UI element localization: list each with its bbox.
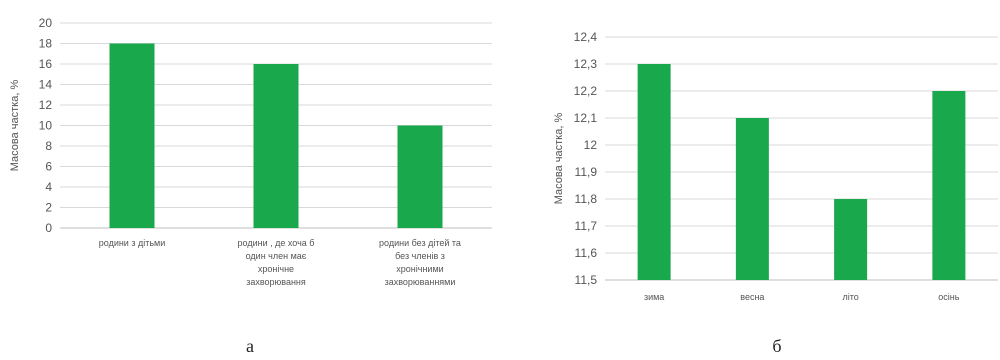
chart-a: 0 2 4 6 8 10 12 14 16 18 20 Масова частка, % родини … [9,16,492,356]
panel-label: б [772,336,781,356]
category-label-line: захворювання [246,277,306,287]
y-tick-label: 12,4 [574,30,598,44]
y-tick-label: 8 [45,139,52,153]
bar [397,125,443,228]
y-tick-label: 2 [45,201,52,215]
category-label: зима [644,292,664,302]
category-label-line: родини без дітей та [379,238,461,248]
category-label-line: зима [644,292,664,302]
y-axis-label: Масова частка, % [553,113,565,205]
category-label: весна [740,292,764,302]
category-label: родини , де хоча б один член має хронічне з… [238,238,315,287]
y-tick-label: 11,6 [575,246,598,260]
category-label: літо [842,292,858,302]
y-tick-label: 16 [39,57,53,71]
category-label-line: захворюваннями [385,277,456,287]
y-tick-label: 10 [39,119,53,133]
category-label-line: літо [842,292,858,302]
y-tick-label: 20 [39,16,53,30]
category-label-line: весна [740,292,764,302]
y-tick-label: 11,7 [575,219,598,233]
category-label-line: хронічними [396,264,443,274]
category-label-line: родини , де хоча б [238,238,315,248]
y-tick-label: 11,8 [575,192,598,206]
y-tick-label: 4 [45,180,52,194]
y-tick-label: 18 [39,37,53,51]
y-tick-label: 6 [45,160,52,174]
y-tick-label: 12,1 [574,111,598,125]
category-label-line: родини з дітьми [99,238,166,248]
category-label-line: без членів з [395,251,445,261]
bar [932,91,966,280]
y-tick-label: 12,3 [574,57,598,71]
y-tick-label: 11,5 [575,273,598,287]
y-tick-label: 14 [39,78,53,92]
y-tick-label: 12 [39,98,53,112]
panel-label: а [246,336,254,356]
category-label-line: осінь [938,292,959,302]
y-tick-label: 12 [584,138,598,152]
category-label-line: один член має [246,251,307,261]
bar [637,64,671,280]
category-label: осінь [938,292,959,302]
y-axis-label: Масова частка, % [9,80,21,172]
y-tick-label: 0 [45,221,52,235]
category-label: родини без дітей та без членів з хронічним… [379,238,461,287]
category-label-line: хронічне [258,264,294,274]
bar [735,118,769,280]
bar [253,64,299,228]
bar [834,199,868,280]
bar [109,43,155,228]
category-label: родини з дітьми [99,238,166,248]
y-tick-label: 12,2 [574,84,598,98]
y-tick-label: 11,9 [575,165,598,179]
